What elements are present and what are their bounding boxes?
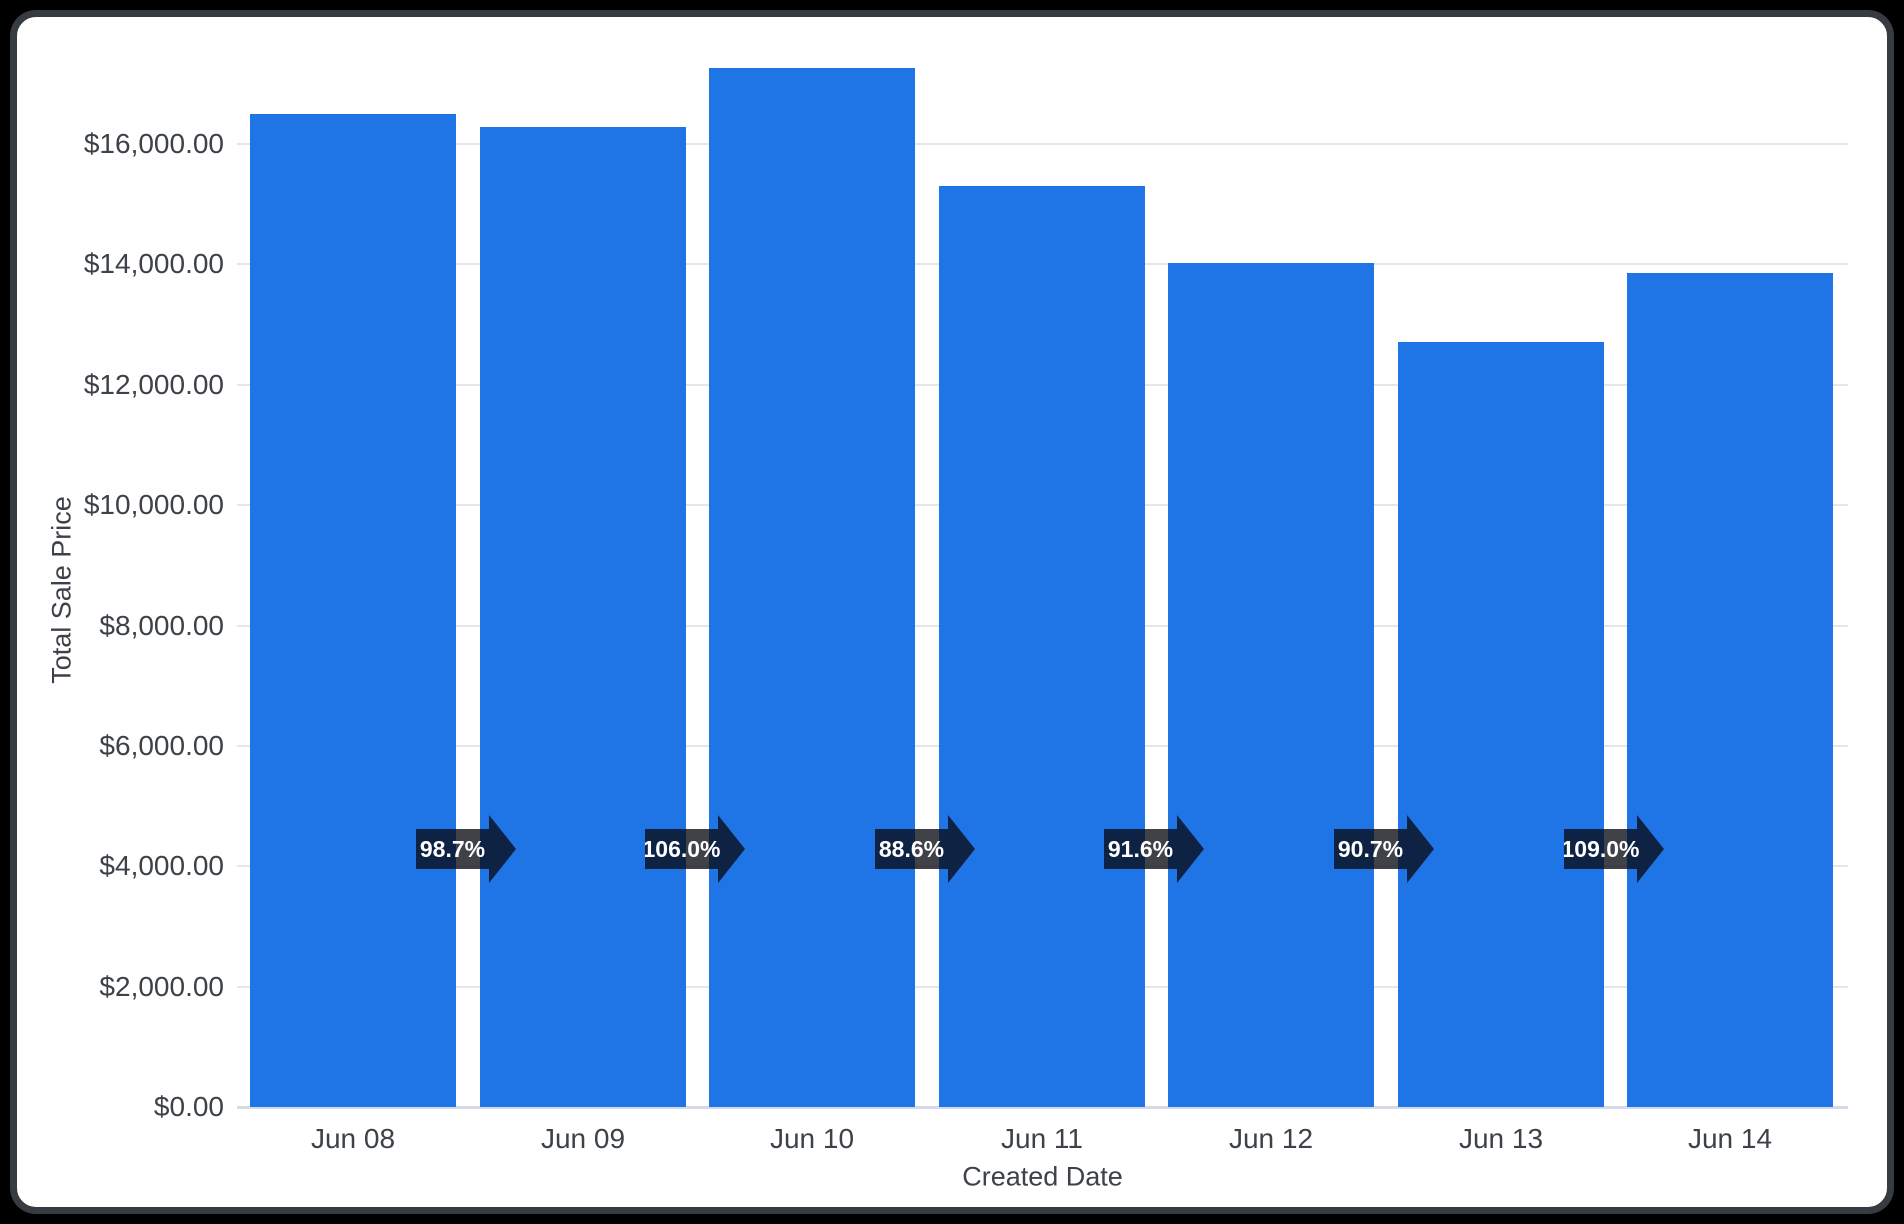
percent-change-label: 88.6%	[878, 835, 945, 862]
y-tick-label: $8,000.00	[99, 610, 224, 641]
percent-change-arrow-6: 109.0%	[1564, 815, 1664, 883]
y-tick-label: $14,000.00	[83, 248, 224, 279]
gridline	[237, 143, 1848, 145]
y-tick-label: $12,000.00	[83, 369, 224, 400]
bar-jun-11[interactable]	[939, 186, 1145, 1107]
chart-card: $0.00 $2,000.00 $4,000.00 $6,000.00 $8,000.0…	[10, 10, 1894, 1214]
percent-change-label: 98.7%	[419, 835, 486, 862]
bar-jun-12[interactable]	[1168, 263, 1374, 1107]
x-axis-tick-labels: Jun 08 Jun 09 Jun 10 Jun 11 Jun 12 Jun 13 Jun …	[17, 17, 1887, 1207]
y-tick-label: $4,000.00	[99, 850, 224, 881]
y-tick-label: $10,000.00	[83, 489, 224, 520]
x-axis-title: Created Date	[962, 1161, 1123, 1192]
percent-change-arrow-3: 88.6%	[875, 815, 975, 883]
percent-change-arrow-4: 91.6%	[1104, 815, 1204, 883]
percent-change-label: 90.7%	[1337, 835, 1404, 862]
bars-layer	[17, 17, 1887, 1207]
percent-change-arrow-2: 106.0%	[645, 815, 745, 883]
x-axis-baseline	[237, 1106, 1848, 1109]
percent-change-arrow-1: 98.7%	[416, 815, 516, 883]
x-tick-label-jun-14: Jun 14	[1687, 1123, 1773, 1154]
y-tick-label: $0.00	[153, 1091, 224, 1122]
y-tick-label: $16,000.00	[83, 128, 224, 159]
bar-jun-08[interactable]	[250, 114, 456, 1107]
percent-change-arrows-layer: 98.7% 106.0% 88.6% 91.6% 90.7% 109.0%	[17, 17, 1887, 1207]
percent-change-label: 109.0%	[1561, 835, 1640, 862]
x-tick-label-jun-09: Jun 09	[540, 1123, 626, 1154]
bar-jun-14[interactable]	[1627, 273, 1833, 1107]
percent-change-label: 91.6%	[1107, 835, 1174, 862]
y-axis-title: Total Sale Price	[46, 496, 77, 684]
percent-change-label: 106.0%	[642, 835, 721, 862]
x-tick-label-jun-12: Jun 12	[1228, 1123, 1314, 1154]
y-tick-label: $6,000.00	[99, 730, 224, 761]
x-tick-label-jun-11: Jun 11	[1001, 1123, 1083, 1154]
bar-jun-13[interactable]	[1398, 342, 1604, 1107]
bar-jun-09[interactable]	[480, 127, 686, 1107]
y-axis-tick-labels: $0.00 $2,000.00 $4,000.00 $6,000.00 $8,000.0…	[17, 17, 1887, 1207]
x-tick-label-jun-08: Jun 08	[310, 1123, 396, 1154]
x-tick-label-jun-10: Jun 10	[769, 1123, 855, 1154]
percent-change-arrow-5: 90.7%	[1334, 815, 1434, 883]
bar-jun-10[interactable]	[709, 68, 915, 1107]
y-tick-label: $2,000.00	[99, 971, 224, 1002]
x-tick-label-jun-13: Jun 13	[1458, 1123, 1544, 1154]
